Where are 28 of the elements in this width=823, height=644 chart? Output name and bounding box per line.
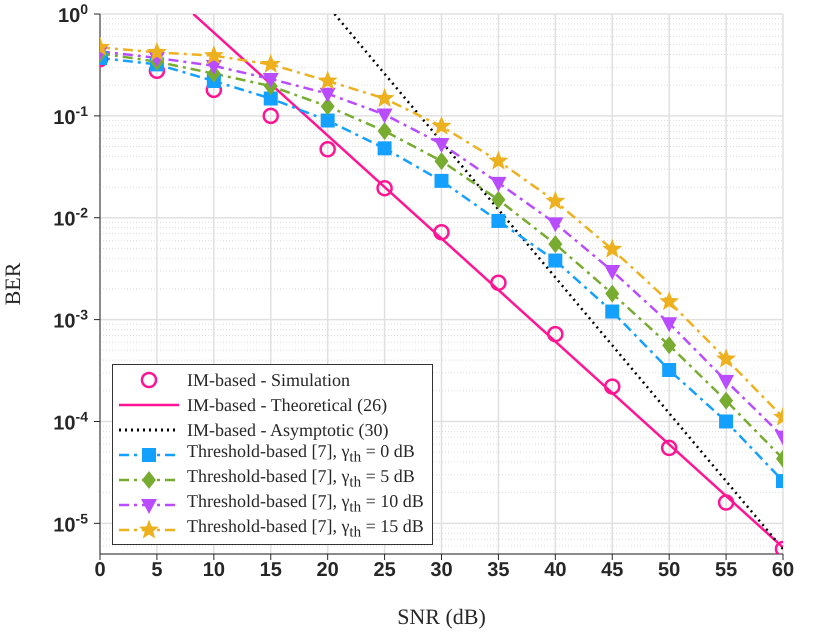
x-tick-label: 10: [202, 559, 225, 582]
x-tick-label: 45: [601, 559, 624, 582]
x-tick-label: 25: [373, 559, 396, 582]
y-tick-label: 10$^{0}$: [58, 1, 88, 27]
x-tick-label: 60: [772, 559, 794, 582]
legend-label: Threshold-based [7], γ$_{th}$ = 0 dB: [187, 441, 415, 467]
x-tick-label: 50: [658, 559, 680, 582]
y-axis-title: BER: [0, 262, 25, 306]
y-tick-label: 10$^{-1}$: [53, 102, 88, 129]
y-tick-label: 10$^{-5}$: [53, 510, 88, 536]
x-tick-label: 20: [316, 559, 339, 582]
legend-label: IM-based - Asymptotic (30): [187, 420, 388, 440]
y-tick-label: 10$^{-4}$: [53, 408, 88, 434]
legend-label: Threshold-based [7], γ$_{th}$ = 5 dB: [187, 466, 415, 492]
legend-label: IM-based - Simulation: [187, 370, 350, 390]
x-tick-label: 15: [260, 559, 282, 582]
legend-label: Threshold-based [7], γ$_{th}$ = 10 dB: [187, 491, 424, 517]
legend-label: IM-based - Theoretical (26): [187, 394, 388, 414]
x-tick-label: 40: [544, 559, 566, 582]
y-tick-label: 10$^{-2}$: [53, 204, 88, 231]
x-tick-label: 55: [714, 559, 738, 582]
x-axis-title: SNR (dB): [397, 604, 486, 629]
x-tick-label: 0: [94, 559, 106, 582]
y-tick-label: 10$^{-3}$: [53, 306, 88, 333]
x-tick-label: 35: [487, 559, 510, 582]
legend-label: Threshold-based [7], γ$_{th}$ = 15 dB: [187, 516, 424, 542]
x-tick-label: 5: [151, 559, 162, 582]
x-tick-label: 30: [430, 559, 453, 582]
